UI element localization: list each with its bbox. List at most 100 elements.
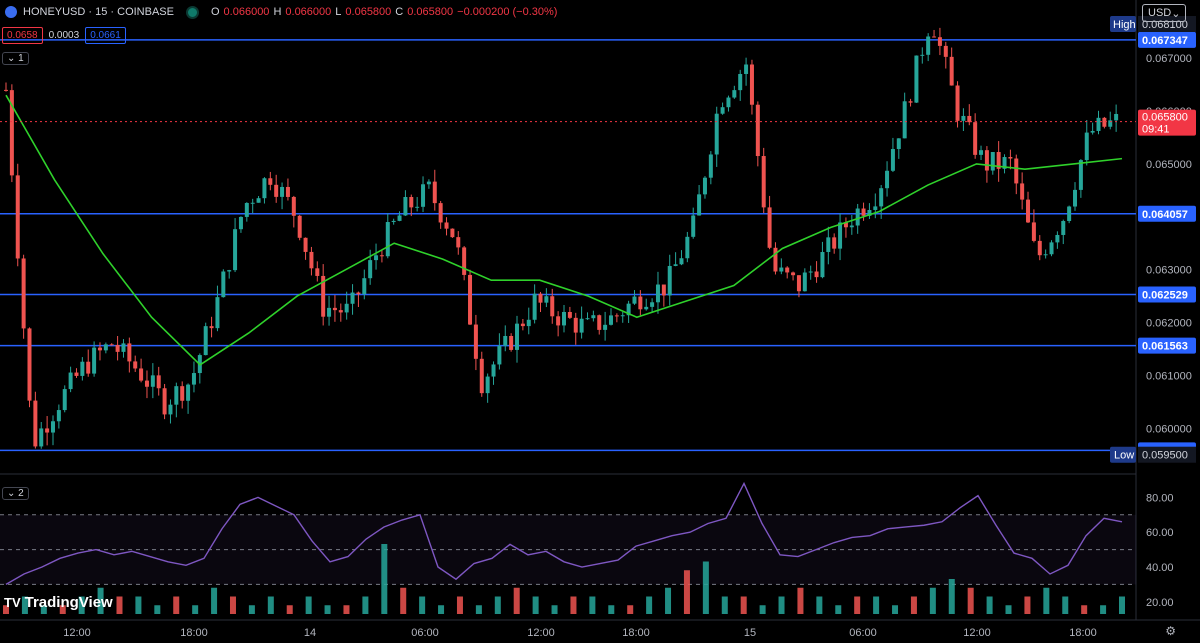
candle-body	[1049, 242, 1054, 255]
candle-body	[203, 326, 208, 356]
volume-bar	[910, 596, 917, 614]
volume-bar	[873, 596, 880, 614]
candle-body	[409, 196, 414, 208]
candle-body	[385, 222, 390, 257]
time-tick-label: 12:00	[527, 627, 555, 639]
candle-body	[855, 208, 860, 226]
volume-bar	[986, 596, 993, 614]
candle-body	[327, 307, 332, 317]
volume-bar	[286, 605, 293, 614]
rsi-pane-number: 2	[18, 488, 24, 499]
candle-body	[315, 268, 320, 276]
candle-body	[984, 150, 989, 171]
volume-bar	[1081, 605, 1088, 614]
candle-body	[250, 202, 255, 204]
candle-body	[973, 122, 978, 155]
candle-body	[115, 344, 120, 352]
currency-select[interactable]: USD ⌄	[1142, 4, 1186, 22]
candle-body	[421, 184, 426, 207]
buy-button[interactable]: 0.0661	[85, 27, 126, 44]
candle-body	[473, 324, 478, 359]
volume-bar	[229, 596, 236, 614]
symbol-title[interactable]: HONEYUSD · 15 · COINBASE	[23, 6, 174, 18]
candle-body	[749, 64, 754, 105]
time-tick-label: 18:00	[180, 627, 208, 639]
candle-body	[262, 178, 267, 199]
candle-body	[39, 428, 44, 447]
close-label: C	[395, 6, 404, 18]
volume-bar	[948, 579, 955, 614]
candle-body	[679, 258, 684, 265]
candle-body	[896, 138, 901, 150]
volume-bar	[683, 570, 690, 614]
candle-body	[156, 375, 161, 389]
main-pane-toggle[interactable]: ⌄ 1	[2, 52, 29, 65]
candle-body	[268, 178, 273, 185]
time-tick-label: 18:00	[1069, 627, 1097, 639]
time-tick-label: 14	[304, 627, 316, 639]
candle-body	[691, 215, 696, 237]
candle-body	[80, 361, 85, 376]
candle-body	[579, 318, 584, 333]
candle-body	[227, 270, 232, 272]
volume-bar	[475, 605, 482, 614]
rsi-tick-label: 20.00	[1146, 597, 1174, 609]
candle-body	[1061, 221, 1066, 235]
volume-bar	[816, 596, 823, 614]
candle-body	[350, 292, 355, 304]
volume-bar	[1119, 596, 1125, 614]
currency-value: USD	[1148, 7, 1172, 19]
candle-body	[732, 90, 737, 98]
sell-button[interactable]: 0.0658	[2, 27, 43, 44]
horizontal-line-price-label: 0.064057	[1142, 209, 1188, 221]
high-price-label: 0.068100	[1142, 19, 1188, 31]
candle-body	[608, 315, 613, 325]
candle-body	[967, 115, 972, 123]
volume-bar	[40, 605, 47, 614]
volume-bar	[267, 596, 274, 614]
open-value: 0.066000	[223, 6, 270, 18]
horizontal-line-price-label: 0.067347	[1142, 35, 1188, 47]
candle-body	[274, 184, 279, 197]
candle-body	[415, 206, 420, 208]
candle-body	[697, 194, 702, 216]
gear-icon[interactable]: ⚙	[1165, 624, 1176, 638]
horizontal-line-price-tag	[1138, 31, 1196, 48]
volume-bar	[21, 596, 28, 614]
candle-body	[362, 278, 367, 295]
candle-body	[162, 388, 167, 415]
rsi-pane-toggle[interactable]: ⌄ 2	[2, 487, 29, 500]
candle-body	[509, 336, 514, 350]
candle-body	[820, 252, 825, 278]
candle-body	[761, 156, 766, 208]
candle-body	[955, 85, 960, 121]
candle-body	[468, 274, 473, 325]
candle-body	[121, 343, 126, 352]
candle-body	[620, 315, 625, 317]
candle-body	[397, 215, 402, 221]
candle-body	[280, 186, 285, 197]
candle-body	[1090, 130, 1095, 133]
rsi-tick-label: 80.00	[1146, 492, 1174, 504]
chevron-down-icon: ⌄	[7, 488, 16, 499]
volume-bar	[589, 596, 596, 614]
candle-body	[144, 380, 149, 387]
high-badge	[1110, 16, 1136, 32]
price-tick-label: 0.061000	[1146, 370, 1192, 382]
high-label: H	[273, 6, 282, 18]
low-label: L	[335, 6, 342, 18]
candle-body	[1014, 158, 1019, 184]
candle-body	[1031, 222, 1036, 241]
candle-body	[21, 258, 26, 329]
volume-bar	[797, 587, 804, 614]
candle-body	[702, 177, 707, 195]
candle-body	[1020, 183, 1025, 200]
candle-body	[403, 196, 408, 216]
candle-body	[244, 202, 249, 217]
candle-body	[843, 222, 848, 228]
candle-body	[303, 237, 308, 252]
volume-bar	[362, 596, 369, 614]
high-price-tag	[1138, 16, 1196, 32]
volume-bar	[1005, 605, 1012, 614]
